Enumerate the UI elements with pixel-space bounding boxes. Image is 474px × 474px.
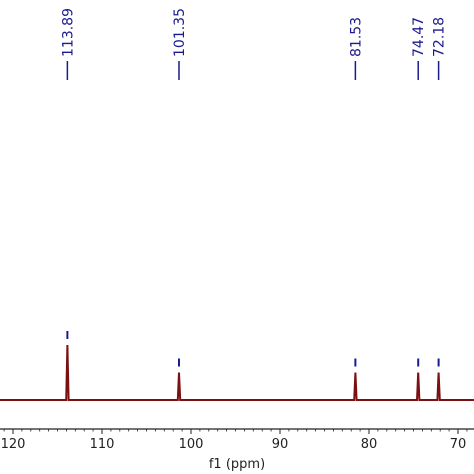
peak-label-1: 101.35 [172, 8, 188, 57]
spectrum-trace [0, 344, 474, 401]
x-tick-label-0: 120 [1, 437, 26, 452]
x-axis-title: f1 (ppm) [209, 457, 265, 472]
peak-label-0: 113.89 [60, 8, 76, 57]
peak-labels: 113.89 101.35 81.53 74.47 72.18 [60, 8, 448, 80]
x-axis-ticks: 120 110 100 90 80 70 [1, 429, 468, 452]
x-tick-label-1: 110 [90, 437, 115, 452]
x-tick-label-4: 80 [361, 437, 378, 452]
peak-marks [66, 331, 440, 367]
x-tick-label-2: 100 [179, 437, 204, 452]
peak-label-2: 81.53 [348, 17, 364, 57]
x-tick-label-3: 90 [272, 437, 289, 452]
x-tick-label-5: 70 [450, 437, 467, 452]
peak-label-4: 72.18 [432, 17, 448, 57]
peak-label-3: 74.47 [411, 17, 427, 57]
